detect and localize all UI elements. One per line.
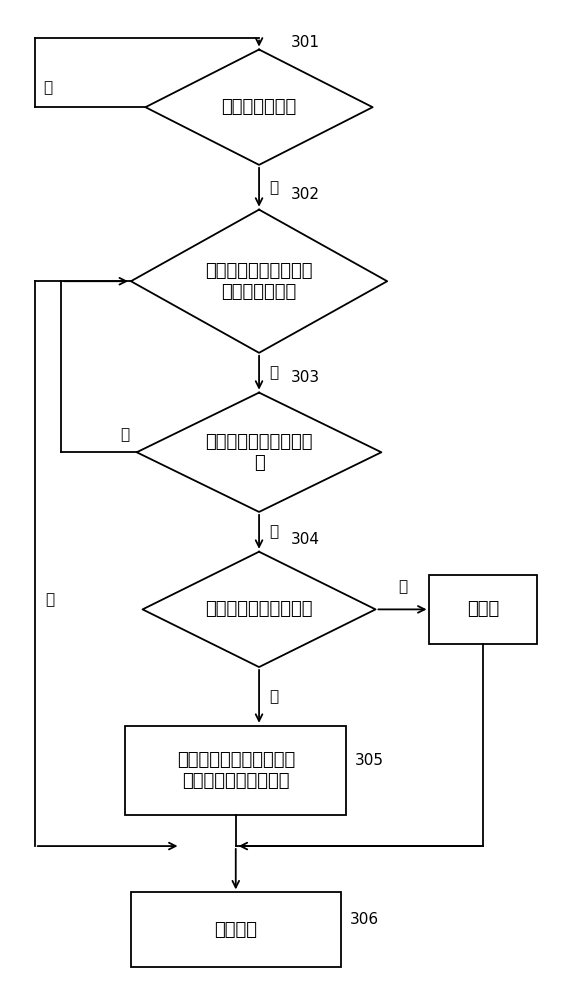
Text: 301: 301 [291, 35, 320, 50]
Text: 坏电池: 坏电池 [467, 600, 499, 618]
Text: 303: 303 [291, 370, 320, 385]
Text: 激活次数是否超过阀値: 激活次数是否超过阀値 [205, 600, 313, 618]
Text: 是: 是 [398, 579, 407, 594]
Text: 否: 否 [44, 80, 53, 95]
Text: 充电器是否接入: 充电器是否接入 [222, 98, 297, 116]
Text: 是: 是 [269, 365, 279, 380]
Bar [131, 892, 340, 967]
Text: 302: 302 [291, 187, 320, 202]
Polygon shape [137, 393, 382, 512]
Text: 否: 否 [269, 689, 279, 704]
Text: 是: 是 [269, 180, 279, 195]
Bar [429, 575, 537, 644]
Bar [125, 726, 346, 815]
Polygon shape [145, 50, 373, 165]
Polygon shape [131, 210, 387, 353]
Text: 电池的当前电压是否小
于低电压阀限値: 电池的当前电压是否小 于低电压阀限値 [205, 262, 313, 301]
Text: 否: 否 [269, 524, 279, 539]
Text: 控制充电管导和电池管导
通，延时第一时间阀値: 控制充电管导和电池管导 通，延时第一时间阀値 [176, 751, 295, 790]
Text: 304: 304 [291, 532, 320, 547]
Text: 电池的当前电压是否升
高: 电池的当前电压是否升 高 [205, 433, 313, 472]
Polygon shape [142, 552, 376, 667]
Text: 是: 是 [121, 427, 130, 442]
Text: 激活结束: 激活结束 [214, 921, 258, 939]
Text: 305: 305 [355, 753, 384, 768]
Text: 306: 306 [349, 912, 379, 927]
Text: 否: 否 [45, 592, 55, 607]
